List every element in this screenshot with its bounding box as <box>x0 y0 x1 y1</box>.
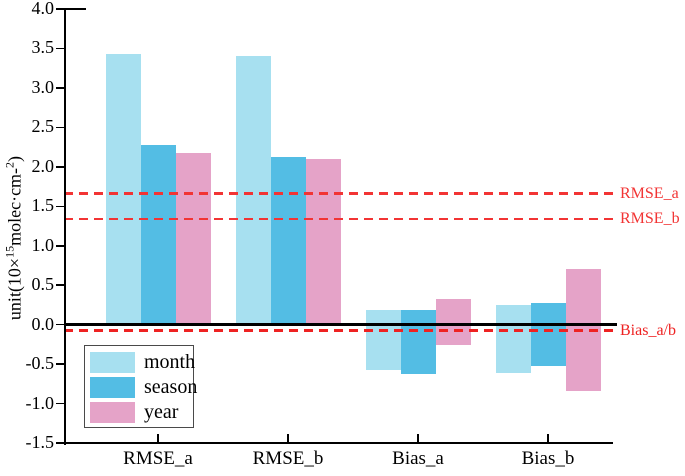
x-tick-label-Bias_a: Bias_a <box>392 448 444 469</box>
y-tick-3.5 <box>56 47 64 50</box>
y-tick-label-2.0: 2.0 <box>31 155 55 176</box>
legend: month season year <box>84 345 197 428</box>
legend-swatch-season <box>90 376 135 398</box>
x-tick-RMSE_a <box>157 434 159 442</box>
bar-season-Bias_a <box>400 309 436 375</box>
bar-month-Bias_a <box>365 310 401 370</box>
bar-season-RMSE_a <box>140 144 176 325</box>
y-tick-3.0 <box>56 87 64 89</box>
y-tick-0.5 <box>56 284 64 287</box>
y-tick-label-0.0: 0.0 <box>31 313 55 334</box>
ref-line-label-RMSE_a: RMSE_a <box>620 184 679 202</box>
ref-line-label-Bias_a/b: Bias_a/b <box>620 321 676 339</box>
y-tick-label--1.5: -1.5 <box>25 432 55 453</box>
y-tick-label-0.5: 0.5 <box>31 274 55 295</box>
y-tick-1.0 <box>56 244 64 247</box>
y-tick-label-4.0: 4.0 <box>31 0 55 19</box>
ref-line-Bias_a/b <box>64 329 617 333</box>
bar-month-RMSE_a <box>105 53 141 325</box>
x-tick-label-RMSE_b: RMSE_b <box>252 448 324 469</box>
bar-year-RMSE_b <box>305 158 341 325</box>
y-tick-label--1.0: -1.0 <box>25 392 55 413</box>
y-tick--1.5 <box>56 442 64 444</box>
y-tick-2.0 <box>56 166 64 168</box>
legend-label-month: month <box>144 351 196 373</box>
x-tick-Bias_a <box>417 434 419 442</box>
bar-year-Bias_a <box>435 298 471 346</box>
x-tick-label-RMSE_a: RMSE_a <box>123 448 193 469</box>
x-tick-Bias_b <box>547 434 549 442</box>
y-tick-label-1.0: 1.0 <box>31 234 55 255</box>
legend-label-year: year <box>144 401 179 423</box>
legend-item-season: season <box>90 375 197 399</box>
y-tick-label-3.5: 3.5 <box>31 37 55 58</box>
legend-item-month: month <box>90 350 196 374</box>
legend-swatch-year <box>90 401 135 423</box>
ref-line-RMSE_a <box>64 192 617 195</box>
bar-year-RMSE_a <box>175 153 211 325</box>
y-tick-1.5 <box>56 205 64 208</box>
y-tick-label-2.5: 2.5 <box>31 116 55 137</box>
y-tick-2.5 <box>56 126 64 129</box>
ref-line-zero <box>64 323 617 326</box>
y-tick--1.0 <box>56 402 64 405</box>
legend-label-season: season <box>144 376 198 398</box>
axis-top-stub <box>64 8 86 10</box>
bar-season-RMSE_b <box>270 156 306 325</box>
ref-line-RMSE_b <box>64 217 617 221</box>
legend-item-year: year <box>90 400 193 424</box>
y-tick-label-3.0: 3.0 <box>31 76 55 97</box>
x-axis-line <box>64 442 613 444</box>
x-tick-label-Bias_b: Bias_b <box>521 448 575 469</box>
bar-month-Bias_b <box>495 304 531 373</box>
legend-swatch-month <box>90 351 135 373</box>
y-tick-0.0 <box>56 323 64 326</box>
y-tick-4.0 <box>56 8 64 10</box>
y-axis-line <box>64 8 66 445</box>
y-tick--0.5 <box>56 363 64 365</box>
x-tick-RMSE_b <box>287 434 289 442</box>
y-tick-label-1.5: 1.5 <box>31 195 55 216</box>
bar-month-RMSE_b <box>235 56 271 325</box>
ref-line-label-RMSE_b: RMSE_b <box>620 209 680 227</box>
y-tick-label--0.5: -0.5 <box>25 353 55 374</box>
bar-season-Bias_b <box>530 302 566 366</box>
